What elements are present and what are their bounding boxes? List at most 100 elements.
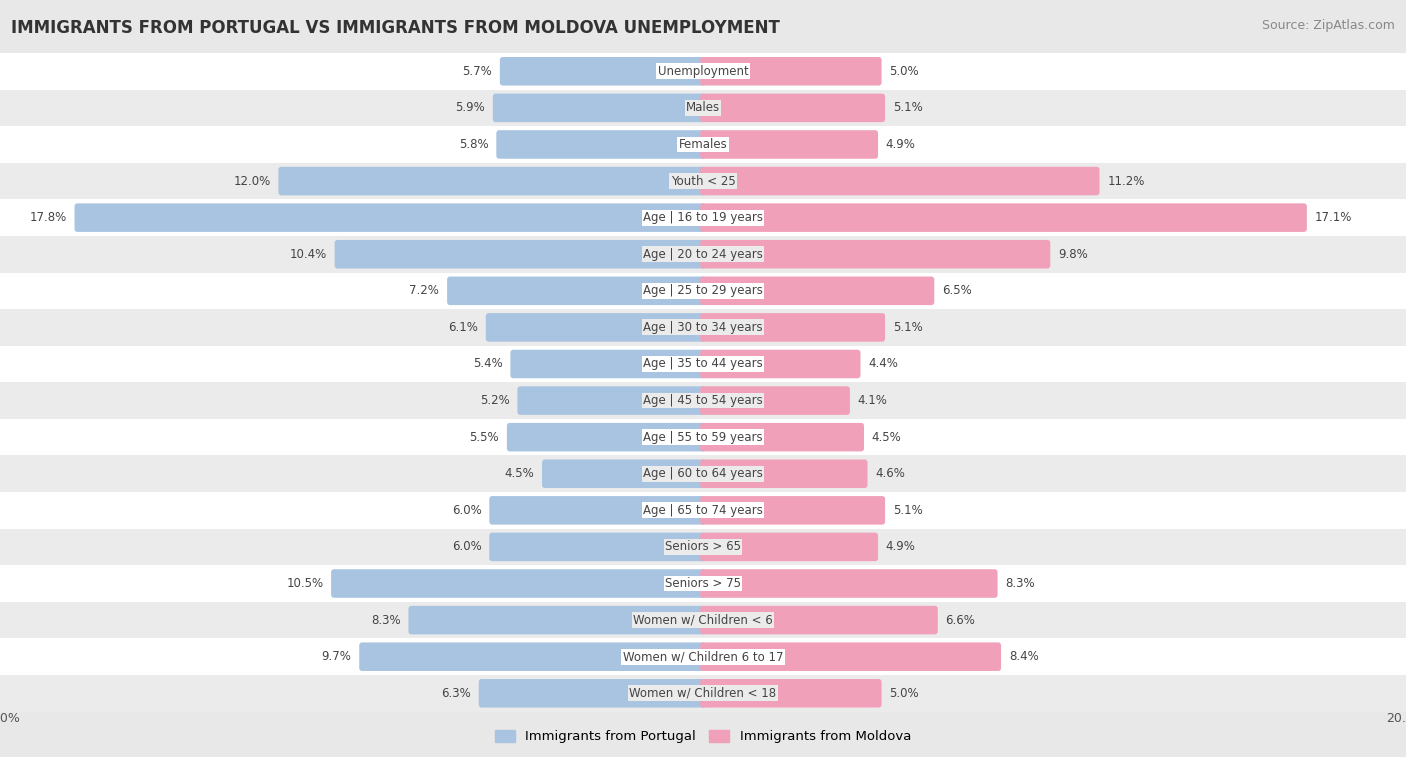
FancyBboxPatch shape xyxy=(496,130,706,159)
Text: Women w/ Children < 6: Women w/ Children < 6 xyxy=(633,614,773,627)
FancyBboxPatch shape xyxy=(700,57,882,86)
Text: Youth < 25: Youth < 25 xyxy=(671,175,735,188)
Text: Age | 16 to 19 years: Age | 16 to 19 years xyxy=(643,211,763,224)
Text: 6.5%: 6.5% xyxy=(942,285,972,298)
FancyBboxPatch shape xyxy=(508,423,706,451)
Text: 7.2%: 7.2% xyxy=(409,285,439,298)
Text: Age | 55 to 59 years: Age | 55 to 59 years xyxy=(643,431,763,444)
Text: 5.9%: 5.9% xyxy=(456,101,485,114)
FancyBboxPatch shape xyxy=(700,94,886,122)
FancyBboxPatch shape xyxy=(700,313,886,341)
Text: Seniors > 75: Seniors > 75 xyxy=(665,577,741,590)
Bar xyxy=(0,126,1406,163)
Text: 8.4%: 8.4% xyxy=(1010,650,1039,663)
Bar xyxy=(0,53,1406,89)
Text: Age | 25 to 29 years: Age | 25 to 29 years xyxy=(643,285,763,298)
Text: 6.1%: 6.1% xyxy=(449,321,478,334)
FancyBboxPatch shape xyxy=(494,94,706,122)
Bar xyxy=(0,309,1406,346)
Text: 9.7%: 9.7% xyxy=(322,650,352,663)
FancyBboxPatch shape xyxy=(700,240,1050,269)
Text: 12.0%: 12.0% xyxy=(233,175,270,188)
Text: 20.0%: 20.0% xyxy=(0,712,20,724)
Text: Age | 20 to 24 years: Age | 20 to 24 years xyxy=(643,248,763,260)
Text: 5.1%: 5.1% xyxy=(893,504,922,517)
FancyBboxPatch shape xyxy=(489,533,706,561)
Bar xyxy=(0,602,1406,638)
Bar xyxy=(0,528,1406,565)
FancyBboxPatch shape xyxy=(700,204,1308,232)
FancyBboxPatch shape xyxy=(447,276,706,305)
Text: 5.8%: 5.8% xyxy=(458,138,489,151)
Bar xyxy=(0,456,1406,492)
Text: 5.0%: 5.0% xyxy=(889,65,920,78)
Bar xyxy=(0,346,1406,382)
Text: 10.4%: 10.4% xyxy=(290,248,326,260)
FancyBboxPatch shape xyxy=(700,496,886,525)
Text: 5.4%: 5.4% xyxy=(472,357,503,370)
Bar xyxy=(0,199,1406,236)
Bar xyxy=(0,638,1406,675)
Text: 8.3%: 8.3% xyxy=(1005,577,1035,590)
Text: 5.7%: 5.7% xyxy=(463,65,492,78)
Text: 8.3%: 8.3% xyxy=(371,614,401,627)
FancyBboxPatch shape xyxy=(700,423,863,451)
FancyBboxPatch shape xyxy=(700,459,868,488)
Text: Women w/ Children 6 to 17: Women w/ Children 6 to 17 xyxy=(623,650,783,663)
FancyBboxPatch shape xyxy=(75,204,706,232)
Bar xyxy=(0,382,1406,419)
Text: Males: Males xyxy=(686,101,720,114)
Text: 4.9%: 4.9% xyxy=(886,138,915,151)
Text: Source: ZipAtlas.com: Source: ZipAtlas.com xyxy=(1261,19,1395,32)
Text: 11.2%: 11.2% xyxy=(1108,175,1144,188)
Bar xyxy=(0,89,1406,126)
FancyBboxPatch shape xyxy=(700,130,877,159)
Bar xyxy=(0,236,1406,273)
Text: 6.3%: 6.3% xyxy=(441,687,471,699)
FancyBboxPatch shape xyxy=(486,313,706,341)
Text: 10.5%: 10.5% xyxy=(287,577,323,590)
Text: Age | 60 to 64 years: Age | 60 to 64 years xyxy=(643,467,763,480)
Text: 4.9%: 4.9% xyxy=(886,540,915,553)
FancyBboxPatch shape xyxy=(700,533,877,561)
Text: 4.5%: 4.5% xyxy=(872,431,901,444)
Bar xyxy=(0,675,1406,712)
Text: Age | 65 to 74 years: Age | 65 to 74 years xyxy=(643,504,763,517)
Text: Seniors > 65: Seniors > 65 xyxy=(665,540,741,553)
Bar xyxy=(0,163,1406,199)
Text: 5.5%: 5.5% xyxy=(470,431,499,444)
Text: 17.1%: 17.1% xyxy=(1315,211,1353,224)
Text: 6.6%: 6.6% xyxy=(945,614,976,627)
FancyBboxPatch shape xyxy=(700,643,1001,671)
Text: IMMIGRANTS FROM PORTUGAL VS IMMIGRANTS FROM MOLDOVA UNEMPLOYMENT: IMMIGRANTS FROM PORTUGAL VS IMMIGRANTS F… xyxy=(11,19,780,37)
Text: 6.0%: 6.0% xyxy=(451,504,481,517)
Text: 5.0%: 5.0% xyxy=(889,687,920,699)
Legend: Immigrants from Portugal, Immigrants from Moldova: Immigrants from Portugal, Immigrants fro… xyxy=(489,724,917,749)
Bar xyxy=(0,565,1406,602)
FancyBboxPatch shape xyxy=(335,240,706,269)
Text: 4.1%: 4.1% xyxy=(858,394,887,407)
Text: 5.2%: 5.2% xyxy=(479,394,510,407)
FancyBboxPatch shape xyxy=(700,679,882,708)
FancyBboxPatch shape xyxy=(278,167,706,195)
Bar xyxy=(0,273,1406,309)
Text: Unemployment: Unemployment xyxy=(658,65,748,78)
Text: 6.0%: 6.0% xyxy=(451,540,481,553)
FancyBboxPatch shape xyxy=(501,57,706,86)
FancyBboxPatch shape xyxy=(517,386,706,415)
Text: Age | 30 to 34 years: Age | 30 to 34 years xyxy=(643,321,763,334)
FancyBboxPatch shape xyxy=(700,606,938,634)
FancyBboxPatch shape xyxy=(408,606,706,634)
FancyBboxPatch shape xyxy=(543,459,706,488)
Text: 9.8%: 9.8% xyxy=(1059,248,1088,260)
Text: 17.8%: 17.8% xyxy=(30,211,66,224)
Text: 4.5%: 4.5% xyxy=(505,467,534,480)
Text: 4.6%: 4.6% xyxy=(875,467,905,480)
FancyBboxPatch shape xyxy=(360,643,706,671)
Bar xyxy=(0,419,1406,456)
FancyBboxPatch shape xyxy=(332,569,706,598)
Text: 5.1%: 5.1% xyxy=(893,321,922,334)
Text: Females: Females xyxy=(679,138,727,151)
Text: Age | 35 to 44 years: Age | 35 to 44 years xyxy=(643,357,763,370)
Bar xyxy=(0,492,1406,528)
